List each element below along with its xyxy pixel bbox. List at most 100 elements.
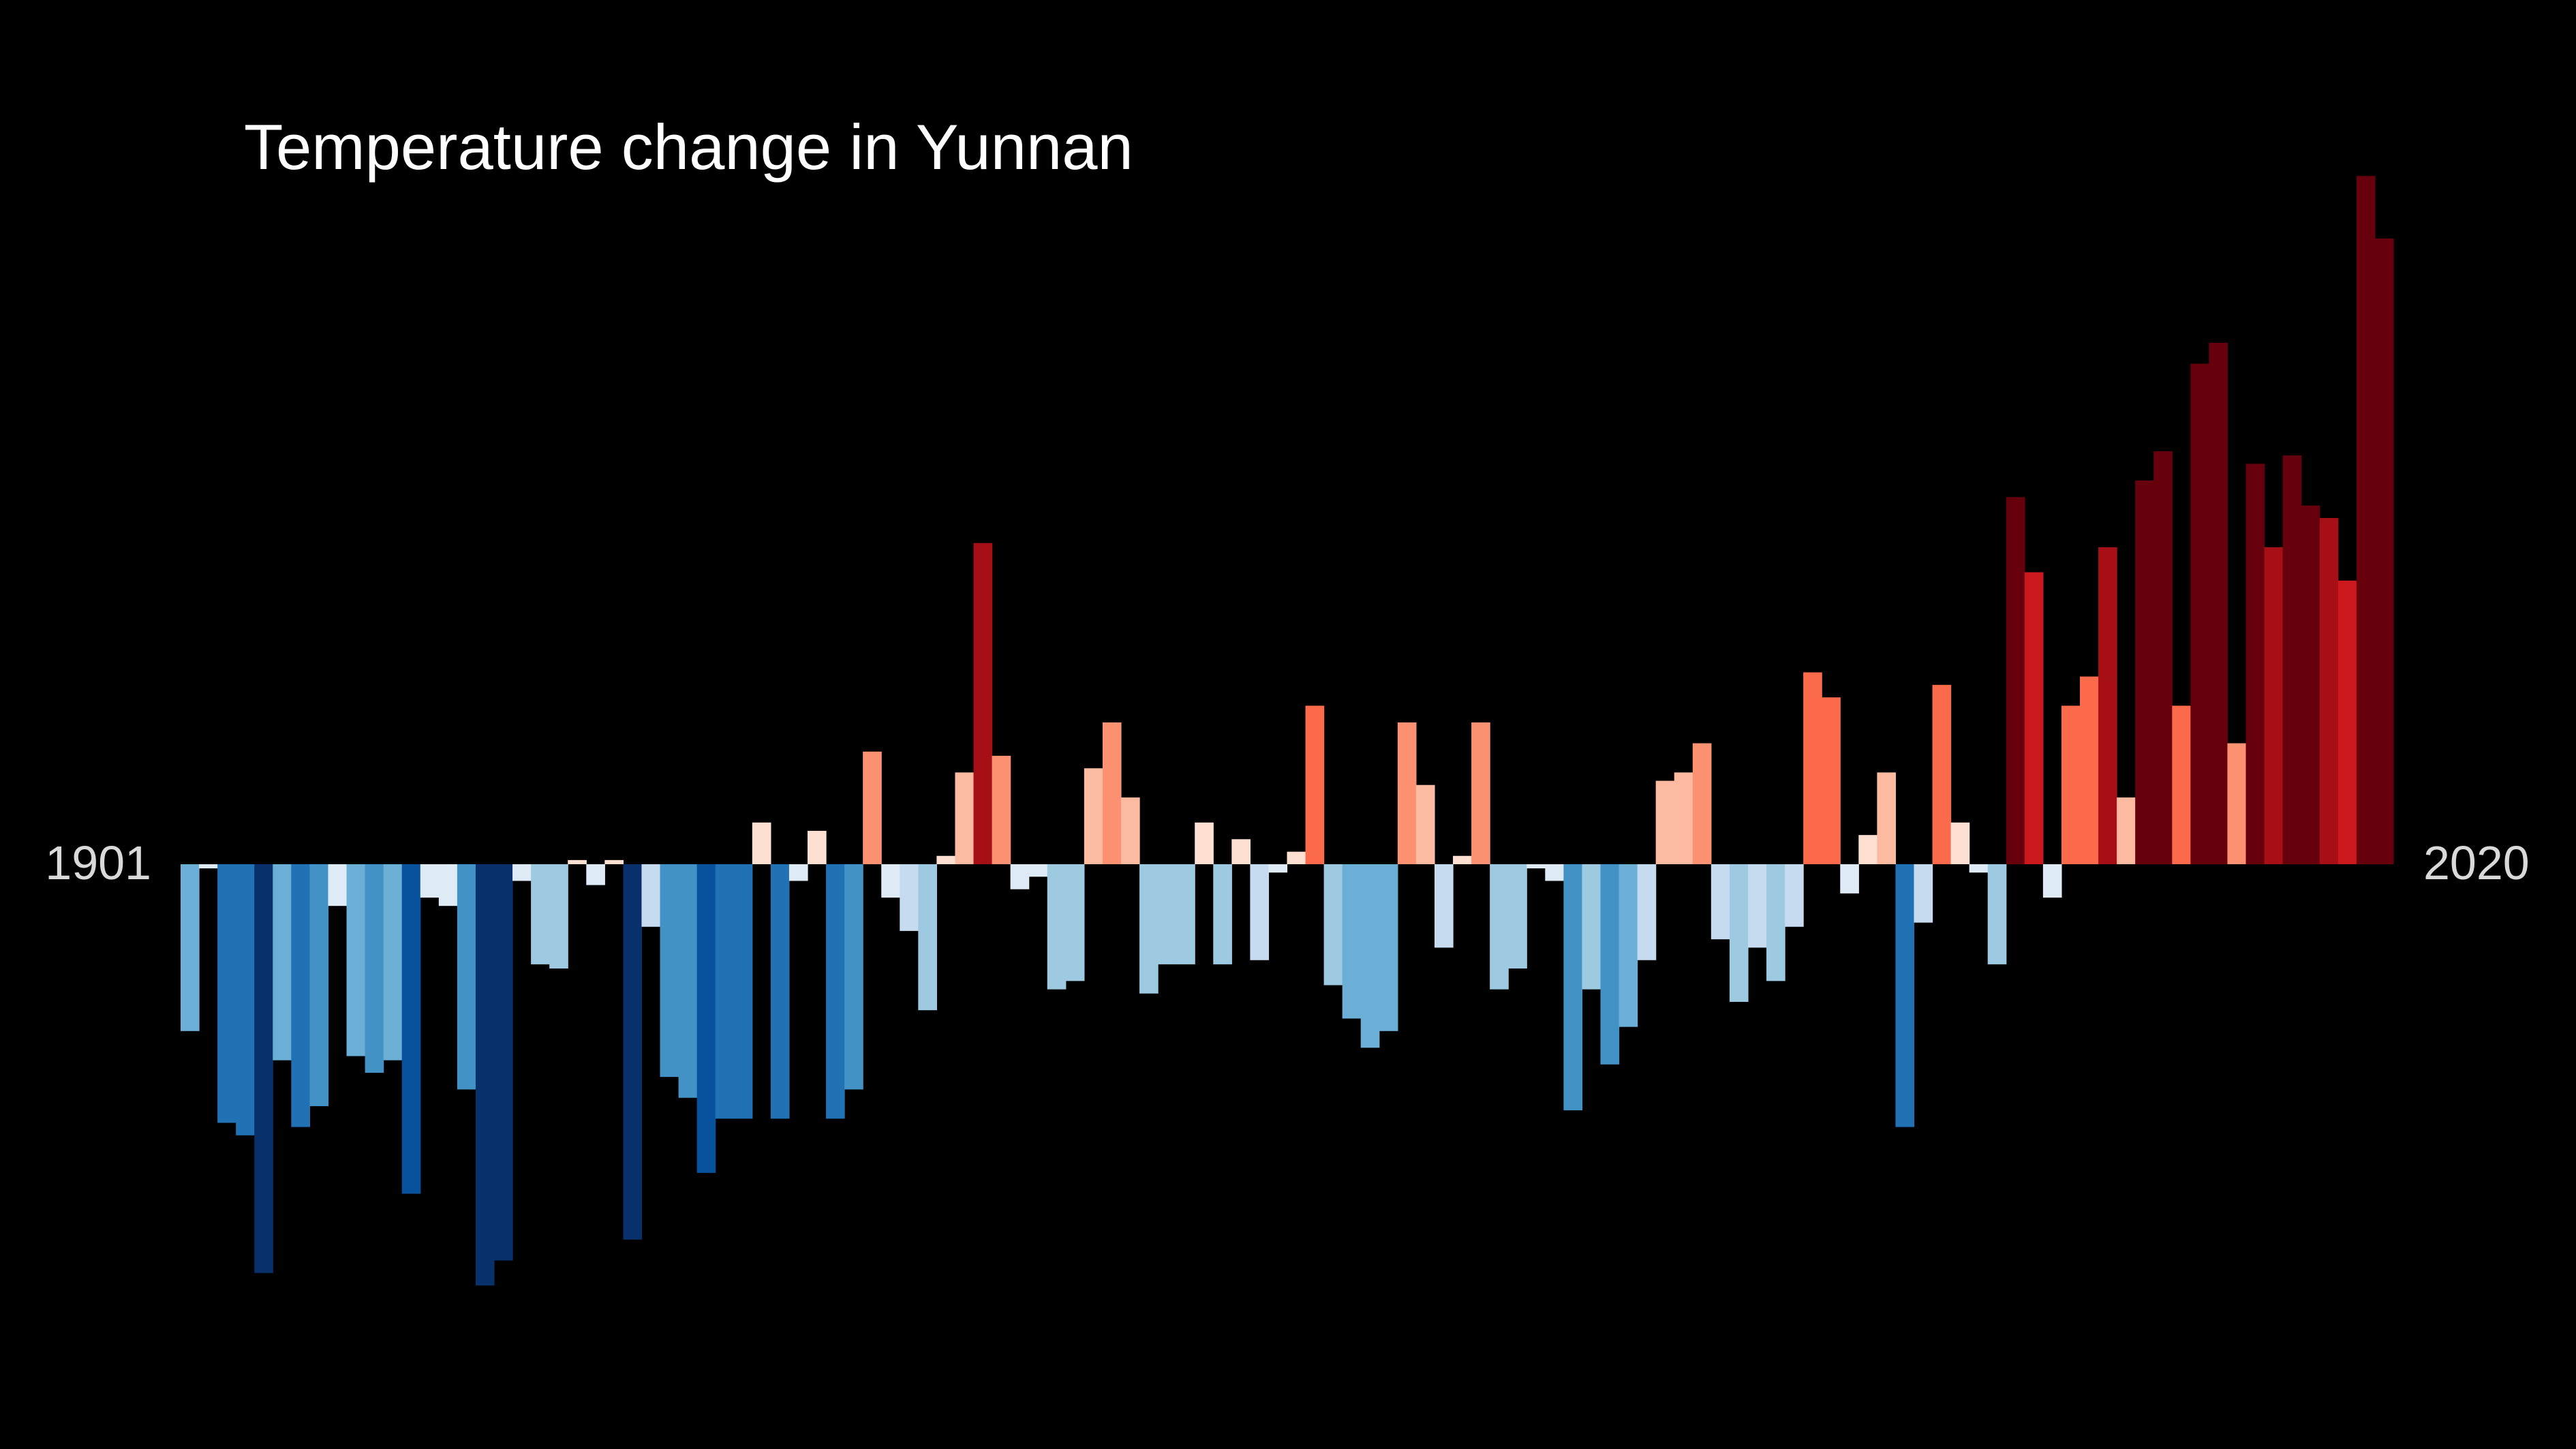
bar-1903 bbox=[217, 864, 236, 1123]
bar-1920 bbox=[531, 864, 550, 964]
bar-1976 bbox=[1563, 864, 1583, 1111]
bar-1943 bbox=[955, 772, 975, 864]
bar-1904 bbox=[236, 864, 255, 1135]
bar-1933 bbox=[770, 864, 790, 1119]
bar-1958 bbox=[1231, 839, 1251, 864]
bar-1948 bbox=[1047, 864, 1067, 990]
bar-1937 bbox=[844, 864, 863, 1090]
bar-1945 bbox=[992, 755, 1011, 864]
bar-series bbox=[181, 176, 2394, 1286]
bar-1963 bbox=[1323, 864, 1343, 986]
bar-1939 bbox=[881, 864, 900, 898]
bar-1962 bbox=[1305, 705, 1325, 864]
bar-2016 bbox=[2301, 505, 2320, 864]
bar-1950 bbox=[1084, 768, 1103, 864]
bar-2003 bbox=[2061, 705, 2081, 864]
bar-1998 bbox=[1969, 864, 1989, 873]
bar-1922 bbox=[568, 859, 587, 864]
bar-1994 bbox=[1895, 864, 1915, 1127]
bar-1927 bbox=[660, 864, 679, 1078]
bar-2007 bbox=[2135, 480, 2154, 864]
bar-1931 bbox=[733, 864, 753, 1119]
bar-1949 bbox=[1065, 864, 1085, 981]
bar-1929 bbox=[696, 864, 716, 1173]
bar-1908 bbox=[309, 864, 329, 1106]
bar-2018 bbox=[2337, 580, 2357, 864]
bar-1978 bbox=[1600, 864, 1620, 1065]
bar-1959 bbox=[1250, 864, 1270, 960]
bar-1971 bbox=[1471, 722, 1490, 864]
bar-1915 bbox=[438, 864, 458, 906]
bar-1953 bbox=[1139, 864, 1159, 994]
chart-title: Temperature change in Yunnan bbox=[244, 111, 1133, 183]
bar-1984 bbox=[1711, 864, 1730, 940]
bar-1941 bbox=[918, 864, 937, 1011]
bar-2010 bbox=[2190, 363, 2210, 864]
bar-2006 bbox=[2117, 797, 2136, 864]
bar-1901 bbox=[181, 864, 200, 1031]
bar-1935 bbox=[807, 831, 827, 864]
bar-1912 bbox=[383, 864, 403, 1061]
bar-1991 bbox=[1840, 864, 1859, 894]
bar-1925 bbox=[623, 864, 643, 1240]
bar-2002 bbox=[2042, 864, 2062, 898]
bar-1995 bbox=[1914, 864, 1933, 923]
bar-2001 bbox=[2024, 572, 2044, 864]
bar-2000 bbox=[2006, 497, 2025, 864]
bar-2020 bbox=[2374, 239, 2394, 864]
bar-1989 bbox=[1803, 672, 1822, 864]
bar-1992 bbox=[1858, 835, 1877, 864]
bar-1968 bbox=[1415, 784, 1435, 864]
bar-1966 bbox=[1379, 864, 1398, 1031]
bar-2011 bbox=[2209, 343, 2228, 864]
bar-1944 bbox=[973, 543, 993, 864]
bar-1957 bbox=[1213, 864, 1232, 964]
bar-1902 bbox=[199, 864, 218, 869]
bar-1952 bbox=[1120, 797, 1140, 864]
bar-1917 bbox=[475, 864, 495, 1286]
bar-1932 bbox=[752, 822, 771, 864]
bar-1954 bbox=[1158, 864, 1177, 964]
bar-1918 bbox=[493, 864, 513, 1261]
bar-1969 bbox=[1434, 864, 1454, 948]
bar-1926 bbox=[641, 864, 661, 927]
bar-1907 bbox=[291, 864, 311, 1127]
bar-1960 bbox=[1268, 864, 1288, 873]
bar-1964 bbox=[1342, 864, 1362, 1019]
bar-1936 bbox=[826, 864, 845, 1119]
bar-1975 bbox=[1545, 864, 1564, 881]
bar-2017 bbox=[2319, 518, 2339, 864]
bar-1987 bbox=[1766, 864, 1785, 981]
bar-1914 bbox=[420, 864, 440, 898]
bar-1910 bbox=[346, 864, 366, 1056]
bar-2008 bbox=[2153, 451, 2173, 864]
bar-1913 bbox=[401, 864, 421, 1194]
bar-1997 bbox=[1950, 822, 1970, 864]
bar-1974 bbox=[1527, 864, 1546, 869]
bar-1946 bbox=[1010, 864, 1030, 889]
bar-1965 bbox=[1360, 864, 1380, 1048]
bar-2009 bbox=[2172, 705, 2191, 864]
bar-1942 bbox=[936, 855, 956, 864]
end-year-label: 2020 bbox=[2423, 836, 2530, 889]
bar-1983 bbox=[1692, 743, 1712, 864]
bar-2005 bbox=[2098, 547, 2117, 864]
bar-1985 bbox=[1729, 864, 1749, 1002]
bar-1979 bbox=[1619, 864, 1638, 1027]
bar-1905 bbox=[254, 864, 273, 1273]
bar-1967 bbox=[1397, 722, 1417, 864]
bar-1911 bbox=[365, 864, 384, 1073]
bar-1956 bbox=[1195, 822, 1214, 864]
bar-1955 bbox=[1176, 864, 1195, 964]
bar-1940 bbox=[900, 864, 919, 931]
bar-2012 bbox=[2227, 743, 2247, 864]
bar-2004 bbox=[2080, 676, 2099, 864]
bar-1990 bbox=[1822, 697, 1841, 864]
bar-1973 bbox=[1508, 864, 1527, 968]
bar-1986 bbox=[1747, 864, 1767, 948]
bar-2014 bbox=[2264, 547, 2284, 864]
bar-2019 bbox=[2356, 176, 2376, 864]
bar-1919 bbox=[512, 864, 532, 881]
bar-1909 bbox=[328, 864, 348, 906]
